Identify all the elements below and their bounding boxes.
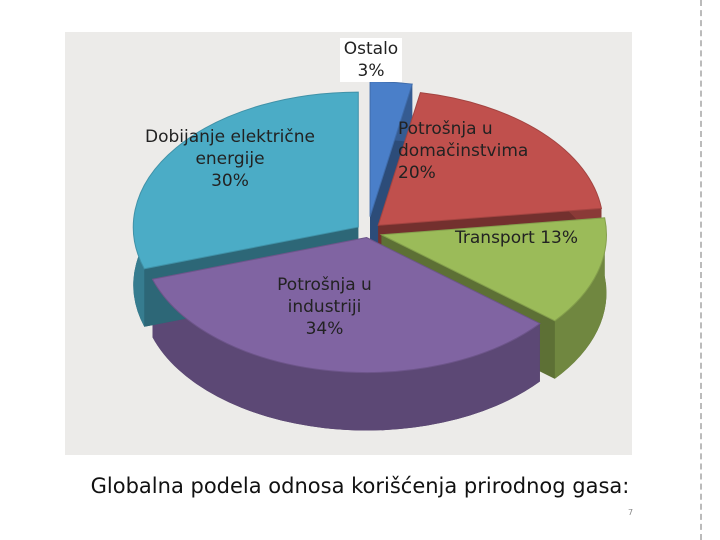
slice-value: 34% [305, 319, 344, 339]
slice-label: Potrošnja u industriji 34% [262, 274, 387, 340]
caption: Globalna podela odnosa korišćenja prirod… [90, 474, 630, 498]
slide-edge [700, 0, 702, 540]
slice-value: 20% [398, 163, 436, 183]
pie-slice [379, 217, 607, 322]
slice-value: 30% [211, 171, 249, 191]
pie-slice [132, 91, 359, 270]
slice-name: Potrošnja u industriji [277, 275, 372, 317]
slice-label: Dobijanje električne energije 30% [140, 126, 320, 192]
slice-label: Ostalo 3% [340, 38, 402, 82]
pie-slice [377, 92, 603, 226]
slice-value: 3% [357, 61, 385, 81]
slice-label: Potrošnja u domačinstvima 20% [398, 118, 558, 184]
slice-label: Transport 13% [455, 227, 605, 249]
slice-name: Ostalo [343, 39, 399, 59]
slice-name: Transport [455, 228, 535, 248]
page-number: 7 [628, 508, 634, 517]
pie-slice [151, 236, 541, 373]
slice-name: Potrošnja u domačinstvima [398, 119, 529, 161]
slice-value: 13% [540, 228, 578, 248]
slice-name: Dobijanje električne energije [145, 127, 315, 169]
slice-wall [152, 279, 540, 431]
